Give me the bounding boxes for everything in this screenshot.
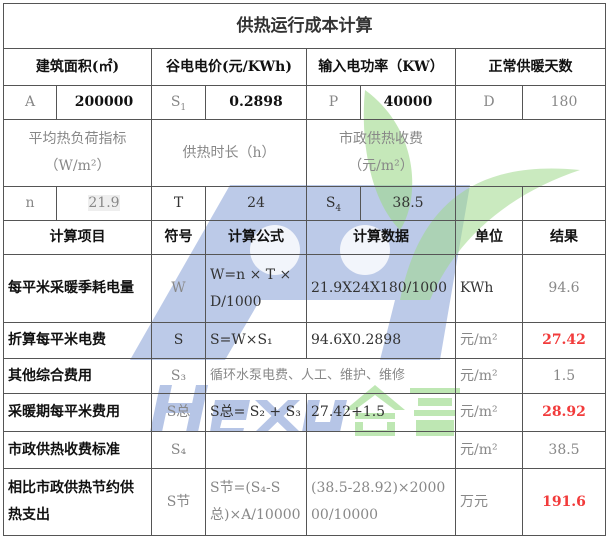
row-data: (38.5-28.92)×200000/10000 [306, 468, 456, 536]
row-result: 1.5 [522, 358, 606, 394]
symbol-t: T [151, 186, 206, 221]
symbol-a: A [3, 85, 57, 120]
row-item: 折算每平米电费 [3, 322, 152, 359]
calc-header-data: 计算数据 [306, 220, 456, 255]
row-symbol: S₄ [151, 431, 206, 469]
table-title: 供热运行成本计算 [3, 3, 606, 49]
row-data: 94.6X0.2898 [306, 322, 456, 359]
row-result: 191.6 [522, 468, 606, 536]
table-row: 相比市政供热节约供热支出 S节 S节=(S₄-S总)×A/10000 (38.5… [3, 468, 606, 536]
row-formula: S总= S₂ + S₃ [205, 393, 307, 432]
row-data [306, 431, 456, 469]
row-data: 21.9X24X180/1000 [306, 254, 456, 323]
symbol-s4: S4 [306, 186, 361, 221]
row-symbol: W [151, 254, 206, 323]
row-formula: S=W×S₁ [205, 322, 307, 359]
row-formula: W=n × T × D/1000 [205, 254, 307, 323]
symbol-text: S [170, 93, 181, 110]
table-row: 折算每平米电费 S S=W×S₁ 94.6X0.2898 元/m² 27.42 [3, 322, 606, 359]
symbol-s1: S1 [151, 85, 206, 120]
value-text: 21.9 [88, 195, 120, 212]
row-formula: S节=(S₄-S总)×A/10000 [205, 468, 307, 536]
header-power: 输入电功率（KW） [306, 48, 456, 86]
table-row: 采暖期每平米费用 S总 S总= S₂ + S₃ 27.42+1.5 元/m² 2… [3, 393, 606, 432]
calc-header-formula: 计算公式 [205, 220, 307, 255]
label-municipal-fee: 市政供热收费（元/m²） [306, 119, 456, 187]
symbol-d: D [455, 85, 523, 120]
table-row: 每平米采暖季耗电量 W W=n × T × D/1000 21.9X24X180… [3, 254, 606, 323]
row-unit: 元/m² [455, 431, 523, 469]
heating-cost-table: 供热运行成本计算 建筑面积(㎡) 谷电电价(元/KWh) 输入电功率（KW） 正… [3, 3, 606, 536]
row-symbol: S [151, 322, 206, 359]
value-heat-load: 21.9 [56, 186, 152, 221]
row-unit: KWh [455, 254, 523, 323]
calc-header-item: 计算项目 [3, 220, 152, 255]
header-days: 正常供暖天数 [455, 48, 606, 86]
row-item: 采暖期每平米费用 [3, 393, 152, 432]
label-heat-load: 平均热负荷指标（W/m²） [3, 119, 152, 187]
row-result: 94.6 [522, 254, 606, 323]
empty-cell [455, 186, 523, 221]
row-item: 相比市政供热节约供热支出 [3, 468, 152, 536]
row-item: 市政供热收费标准 [3, 431, 152, 469]
symbol-sub: 1 [180, 102, 187, 113]
value-price: 0.2898 [205, 85, 307, 120]
row-unit: 元/m² [455, 322, 523, 359]
row-data: 27.42+1.5 [306, 393, 456, 432]
calc-header-result: 结果 [522, 220, 606, 255]
row-unit: 万元 [455, 468, 523, 536]
value-power: 40000 [360, 85, 456, 120]
row-symbol: S总 [151, 393, 206, 432]
header-price: 谷电电价(元/KWh) [151, 48, 307, 86]
header-area: 建筑面积(㎡) [3, 48, 152, 86]
calc-header-unit: 单位 [455, 220, 523, 255]
value-municipal-fee: 38.5 [360, 186, 456, 221]
row-result: 27.42 [522, 322, 606, 359]
symbol-text: S [325, 194, 336, 211]
row-result: 28.92 [522, 393, 606, 432]
row-formula [205, 431, 307, 469]
calc-header-symbol: 符号 [151, 220, 206, 255]
row-unit: 元/m² [455, 358, 523, 394]
label-duration: 供热时长（h） [151, 119, 307, 187]
value-area: 200000 [56, 85, 152, 120]
row-item: 每平米采暖季耗电量 [3, 254, 152, 323]
table-row: 其他综合费用 S₃ 循环水泵电费、人工、维护、维修 元/m² 1.5 [3, 358, 606, 394]
row-symbol: S₃ [151, 358, 206, 394]
row-unit: 元/m² [455, 393, 523, 432]
symbol-p: P [306, 85, 361, 120]
symbol-sub: 4 [335, 203, 342, 214]
value-duration: 24 [205, 186, 307, 221]
table-row: 市政供热收费标准 S₄ 元/m² 38.5 [3, 431, 606, 469]
symbol-n: n [3, 186, 57, 221]
row-formula: 循环水泵电费、人工、维护、维修 [205, 358, 456, 394]
row-item: 其他综合费用 [3, 358, 152, 394]
row-symbol: S节 [151, 468, 206, 536]
empty-cell [455, 119, 606, 187]
row-result: 38.5 [522, 431, 606, 469]
empty-cell [522, 186, 606, 221]
value-days: 180 [522, 85, 606, 120]
